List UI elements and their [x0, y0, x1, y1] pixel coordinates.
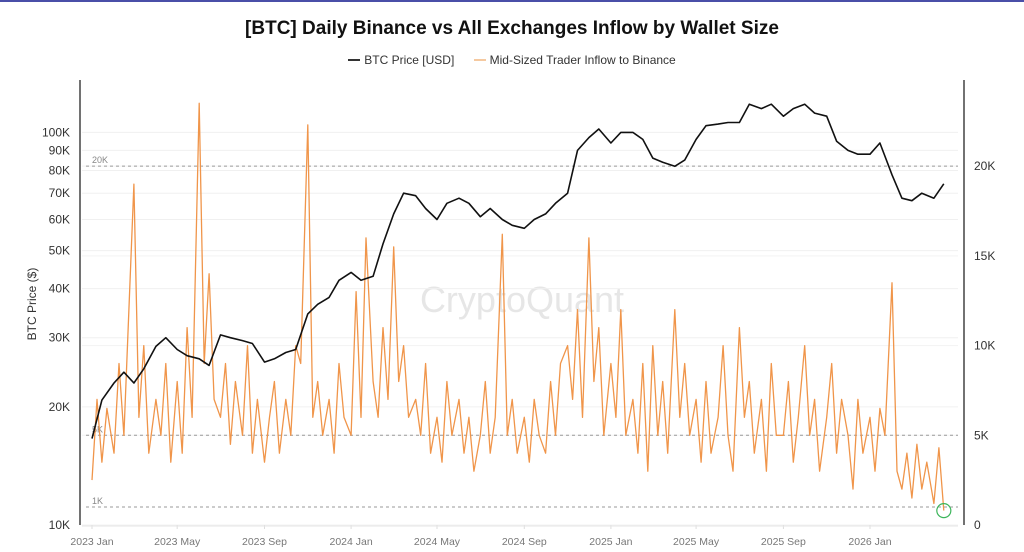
top-border — [0, 0, 1024, 2]
watermark: CryptoQuant — [420, 279, 624, 320]
legend-item-inflow[interactable]: Mid-Sized Trader Inflow to Binance — [473, 53, 676, 67]
y-axis-label: BTC Price ($) — [25, 268, 39, 341]
x-tick-label: 2025 Sep — [761, 536, 806, 548]
y2-tick-label: 10K — [974, 339, 995, 353]
reference-line-label: 1K — [92, 496, 103, 506]
reference-line-label: 20K — [92, 155, 108, 165]
series-line-inflow — [91, 102, 945, 511]
y-tick-label: 20K — [49, 400, 70, 414]
x-tick-label: 2023 Sep — [242, 536, 287, 548]
legend-swatch — [473, 59, 486, 61]
y2-tick-label: 20K — [974, 159, 995, 173]
y-tick-label: 60K — [49, 213, 70, 227]
chart-title: [BTC] Daily Binance vs All Exchanges Inf… — [245, 18, 779, 39]
legend-label: Mid-Sized Trader Inflow to Binance — [489, 53, 676, 67]
x-tick-label: 2024 Sep — [502, 536, 547, 548]
reference-line-label: 5K — [92, 424, 103, 434]
legend-swatch — [348, 59, 361, 61]
x-tick-label: 2025 Jan — [589, 536, 632, 548]
legend: BTC Price [USD] Mid-Sized Trader Inflow … — [0, 50, 1024, 67]
y-tick-label: 30K — [49, 331, 70, 345]
highlight-circle — [936, 503, 952, 519]
legend-label: BTC Price [USD] — [364, 53, 455, 67]
y-tick-label: 100K — [42, 125, 70, 139]
y2-tick-label: 5K — [974, 428, 989, 442]
y-tick-label: 80K — [49, 163, 70, 177]
x-tick-label: 2024 Jan — [329, 536, 372, 548]
y-tick-label: 70K — [49, 186, 70, 200]
x-tick-label: 2023 Jan — [70, 536, 113, 548]
x-tick-label: 2023 May — [154, 536, 201, 548]
y2-tick-label: 0 — [974, 518, 981, 532]
y2-tick-label: 15K — [974, 249, 995, 263]
series-line-price — [91, 103, 945, 439]
y-tick-label: 40K — [49, 282, 70, 296]
y-tick-label: 90K — [49, 143, 70, 157]
y-tick-label: 50K — [49, 244, 70, 258]
y-tick-label: 10K — [49, 518, 70, 532]
x-tick-label: 2026 Jan — [848, 536, 891, 548]
x-tick-label: 2024 May — [414, 536, 461, 548]
x-tick-label: 2025 May — [673, 536, 720, 548]
legend-item-btc-price[interactable]: BTC Price [USD] — [348, 53, 454, 67]
